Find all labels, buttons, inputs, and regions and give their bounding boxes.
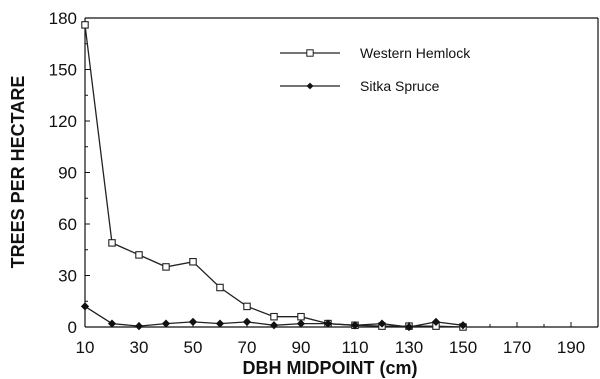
series-western-hemlock — [81, 21, 467, 331]
legend-marker-western-hemlock — [306, 49, 314, 57]
data-point — [108, 239, 116, 247]
x-tick-label: 70 — [238, 338, 257, 357]
series-layer — [80, 21, 468, 332]
data-point — [243, 302, 251, 311]
data-point — [377, 319, 387, 328]
y-tick-label: 60 — [58, 215, 77, 234]
data-point — [135, 251, 143, 259]
legend-label-western-hemlock: Western Hemlock — [360, 45, 471, 61]
x-tick-label: 90 — [292, 338, 311, 357]
data-point — [323, 319, 333, 328]
y-tick-label: 120 — [49, 112, 77, 131]
y-tick-label: 180 — [49, 9, 77, 28]
data-point — [242, 317, 252, 326]
x-tick-label: 10 — [76, 338, 95, 357]
y-tick-label: 0 — [68, 318, 77, 337]
x-tick-label: 50 — [184, 338, 203, 357]
data-point — [161, 319, 171, 328]
data-point — [269, 321, 279, 330]
x-tick-label: 130 — [395, 338, 423, 357]
data-point — [189, 258, 197, 266]
x-tick-label: 30 — [130, 338, 149, 357]
data-point — [216, 283, 224, 292]
axes — [84, 17, 599, 328]
y-tick-label: 90 — [58, 164, 77, 183]
x-tick-label: 170 — [503, 338, 531, 357]
data-point — [81, 21, 89, 29]
data-point — [431, 317, 441, 326]
data-point — [80, 302, 90, 311]
x-tick-label: 110 — [341, 338, 368, 357]
data-point — [134, 322, 144, 331]
data-point — [458, 321, 468, 330]
data-point — [350, 321, 360, 330]
data-point — [107, 319, 117, 328]
series-sitka-spruce — [80, 302, 468, 332]
legend-label-sitka-spruce: Sitka Spruce — [360, 78, 440, 94]
data-point — [297, 312, 305, 321]
x-tick-label: 150 — [449, 338, 477, 357]
data-point — [162, 263, 170, 271]
y-tick-label: 30 — [58, 267, 77, 286]
data-point — [270, 312, 278, 321]
series-line — [84, 24, 464, 328]
y-axis-title: TREES PER HECTARE — [8, 76, 28, 269]
x-tick-label: 190 — [557, 338, 585, 357]
ticks: 0 30 60 90 120 150 180 10 30 50 70 90 110 130 150 170 19… — [49, 9, 586, 357]
y-tick-label: 150 — [49, 61, 77, 80]
legend-marker-sitka-spruce — [306, 82, 314, 90]
x-axis-title: DBH MIDPOINT (cm) — [243, 358, 418, 378]
data-point — [188, 317, 198, 326]
legend: Western Hemlock Sitka Spruce — [280, 45, 471, 94]
data-point — [215, 319, 225, 328]
data-point — [296, 319, 306, 328]
data-point — [404, 322, 414, 332]
